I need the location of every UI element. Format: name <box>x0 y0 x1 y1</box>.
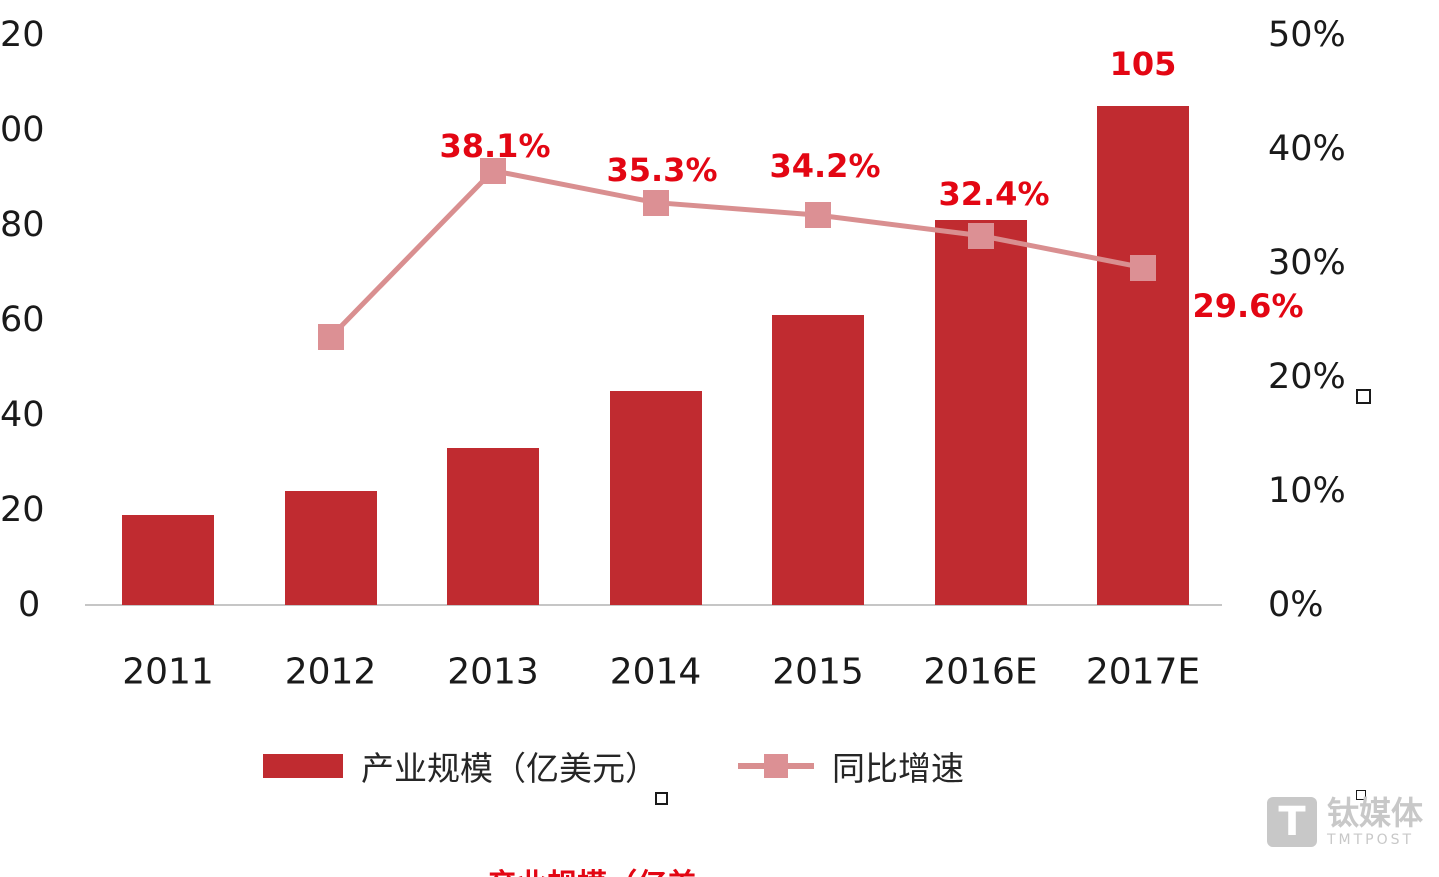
legend-line-marker-icon <box>764 754 788 778</box>
y-axis-left-tick: 40 <box>0 395 45 435</box>
artifact-square <box>1356 389 1371 404</box>
y-axis-left-tick: 80 <box>0 205 45 245</box>
line-marker-icon <box>967 222 994 249</box>
legend-line-swatch-icon <box>738 754 814 778</box>
cropped-caption-text: 产业规模（亿美元） <box>487 868 697 877</box>
legend-item-bar: 产业规模（亿美元） <box>263 742 658 790</box>
bar <box>609 391 702 605</box>
legend-item-line: 同比增速 <box>738 742 964 790</box>
line-marker-icon <box>805 202 831 229</box>
cropped-caption: 产业规模（亿美元） <box>487 868 737 877</box>
data-label: 35.3% <box>606 151 718 189</box>
data-label: 34.2% <box>769 147 881 185</box>
data-label: 29.6% <box>1192 287 1304 325</box>
y-axis-right-tick: 10% <box>1268 471 1346 511</box>
y-axis-right-tick: 0% <box>1268 585 1324 625</box>
y-axis-left-tick: 20 <box>0 490 45 530</box>
bar <box>447 448 539 605</box>
data-label: 32.4% <box>938 175 1050 213</box>
x-axis-line <box>85 604 1222 606</box>
line-marker-icon <box>480 157 506 184</box>
artifact-square <box>655 792 668 805</box>
legend-bar-swatch-icon <box>263 754 343 778</box>
bar <box>122 514 214 605</box>
legend-bar-label: 产业规模（亿美元） <box>361 749 658 788</box>
x-axis-label: 2013 <box>447 651 539 693</box>
y-axis-left-tick: 00 <box>0 110 45 150</box>
line-marker-icon <box>317 324 344 351</box>
x-axis-label: 2011 <box>122 651 214 693</box>
y-axis-left-tick: 60 <box>0 300 45 340</box>
watermark-text: 钛媒体 TMTPOST <box>1326 793 1423 849</box>
y-axis-left-tick: 20 <box>0 15 45 55</box>
bar <box>934 220 1027 605</box>
line-marker-icon <box>1130 254 1156 281</box>
y-axis-right-tick: 20% <box>1268 357 1346 397</box>
x-axis-label: 2017E <box>1085 651 1201 693</box>
bar <box>772 315 864 605</box>
bar <box>284 491 377 605</box>
legend: 产业规模（亿美元） 同比增速 <box>263 742 964 790</box>
tmtpost-logo-icon: T <box>1266 797 1317 848</box>
legend-line-label: 同比增速 <box>832 749 964 788</box>
artifact-square <box>1356 790 1366 800</box>
y-axis-left-tick: 0 <box>18 585 41 625</box>
watermark-name-cn: 钛媒体 <box>1326 793 1423 832</box>
y-axis-right-tick: 30% <box>1268 243 1346 283</box>
x-axis-label: 2012 <box>284 651 377 693</box>
y-axis-right-tick: 40% <box>1268 129 1346 169</box>
watermark-tmtpost: T 钛媒体 TMTPOST <box>1266 793 1423 849</box>
watermark-name-en: TMTPOST <box>1326 831 1415 848</box>
x-axis-label: 2015 <box>772 651 864 693</box>
x-axis-label: 2014 <box>609 651 702 693</box>
bar <box>1097 106 1189 605</box>
y-axis-right-tick: 50% <box>1268 15 1346 55</box>
data-label: 38.1% <box>439 127 551 165</box>
data-label: 105 <box>1109 45 1177 83</box>
x-axis-label: 2016E <box>923 651 1038 693</box>
line-marker-icon <box>642 189 669 216</box>
